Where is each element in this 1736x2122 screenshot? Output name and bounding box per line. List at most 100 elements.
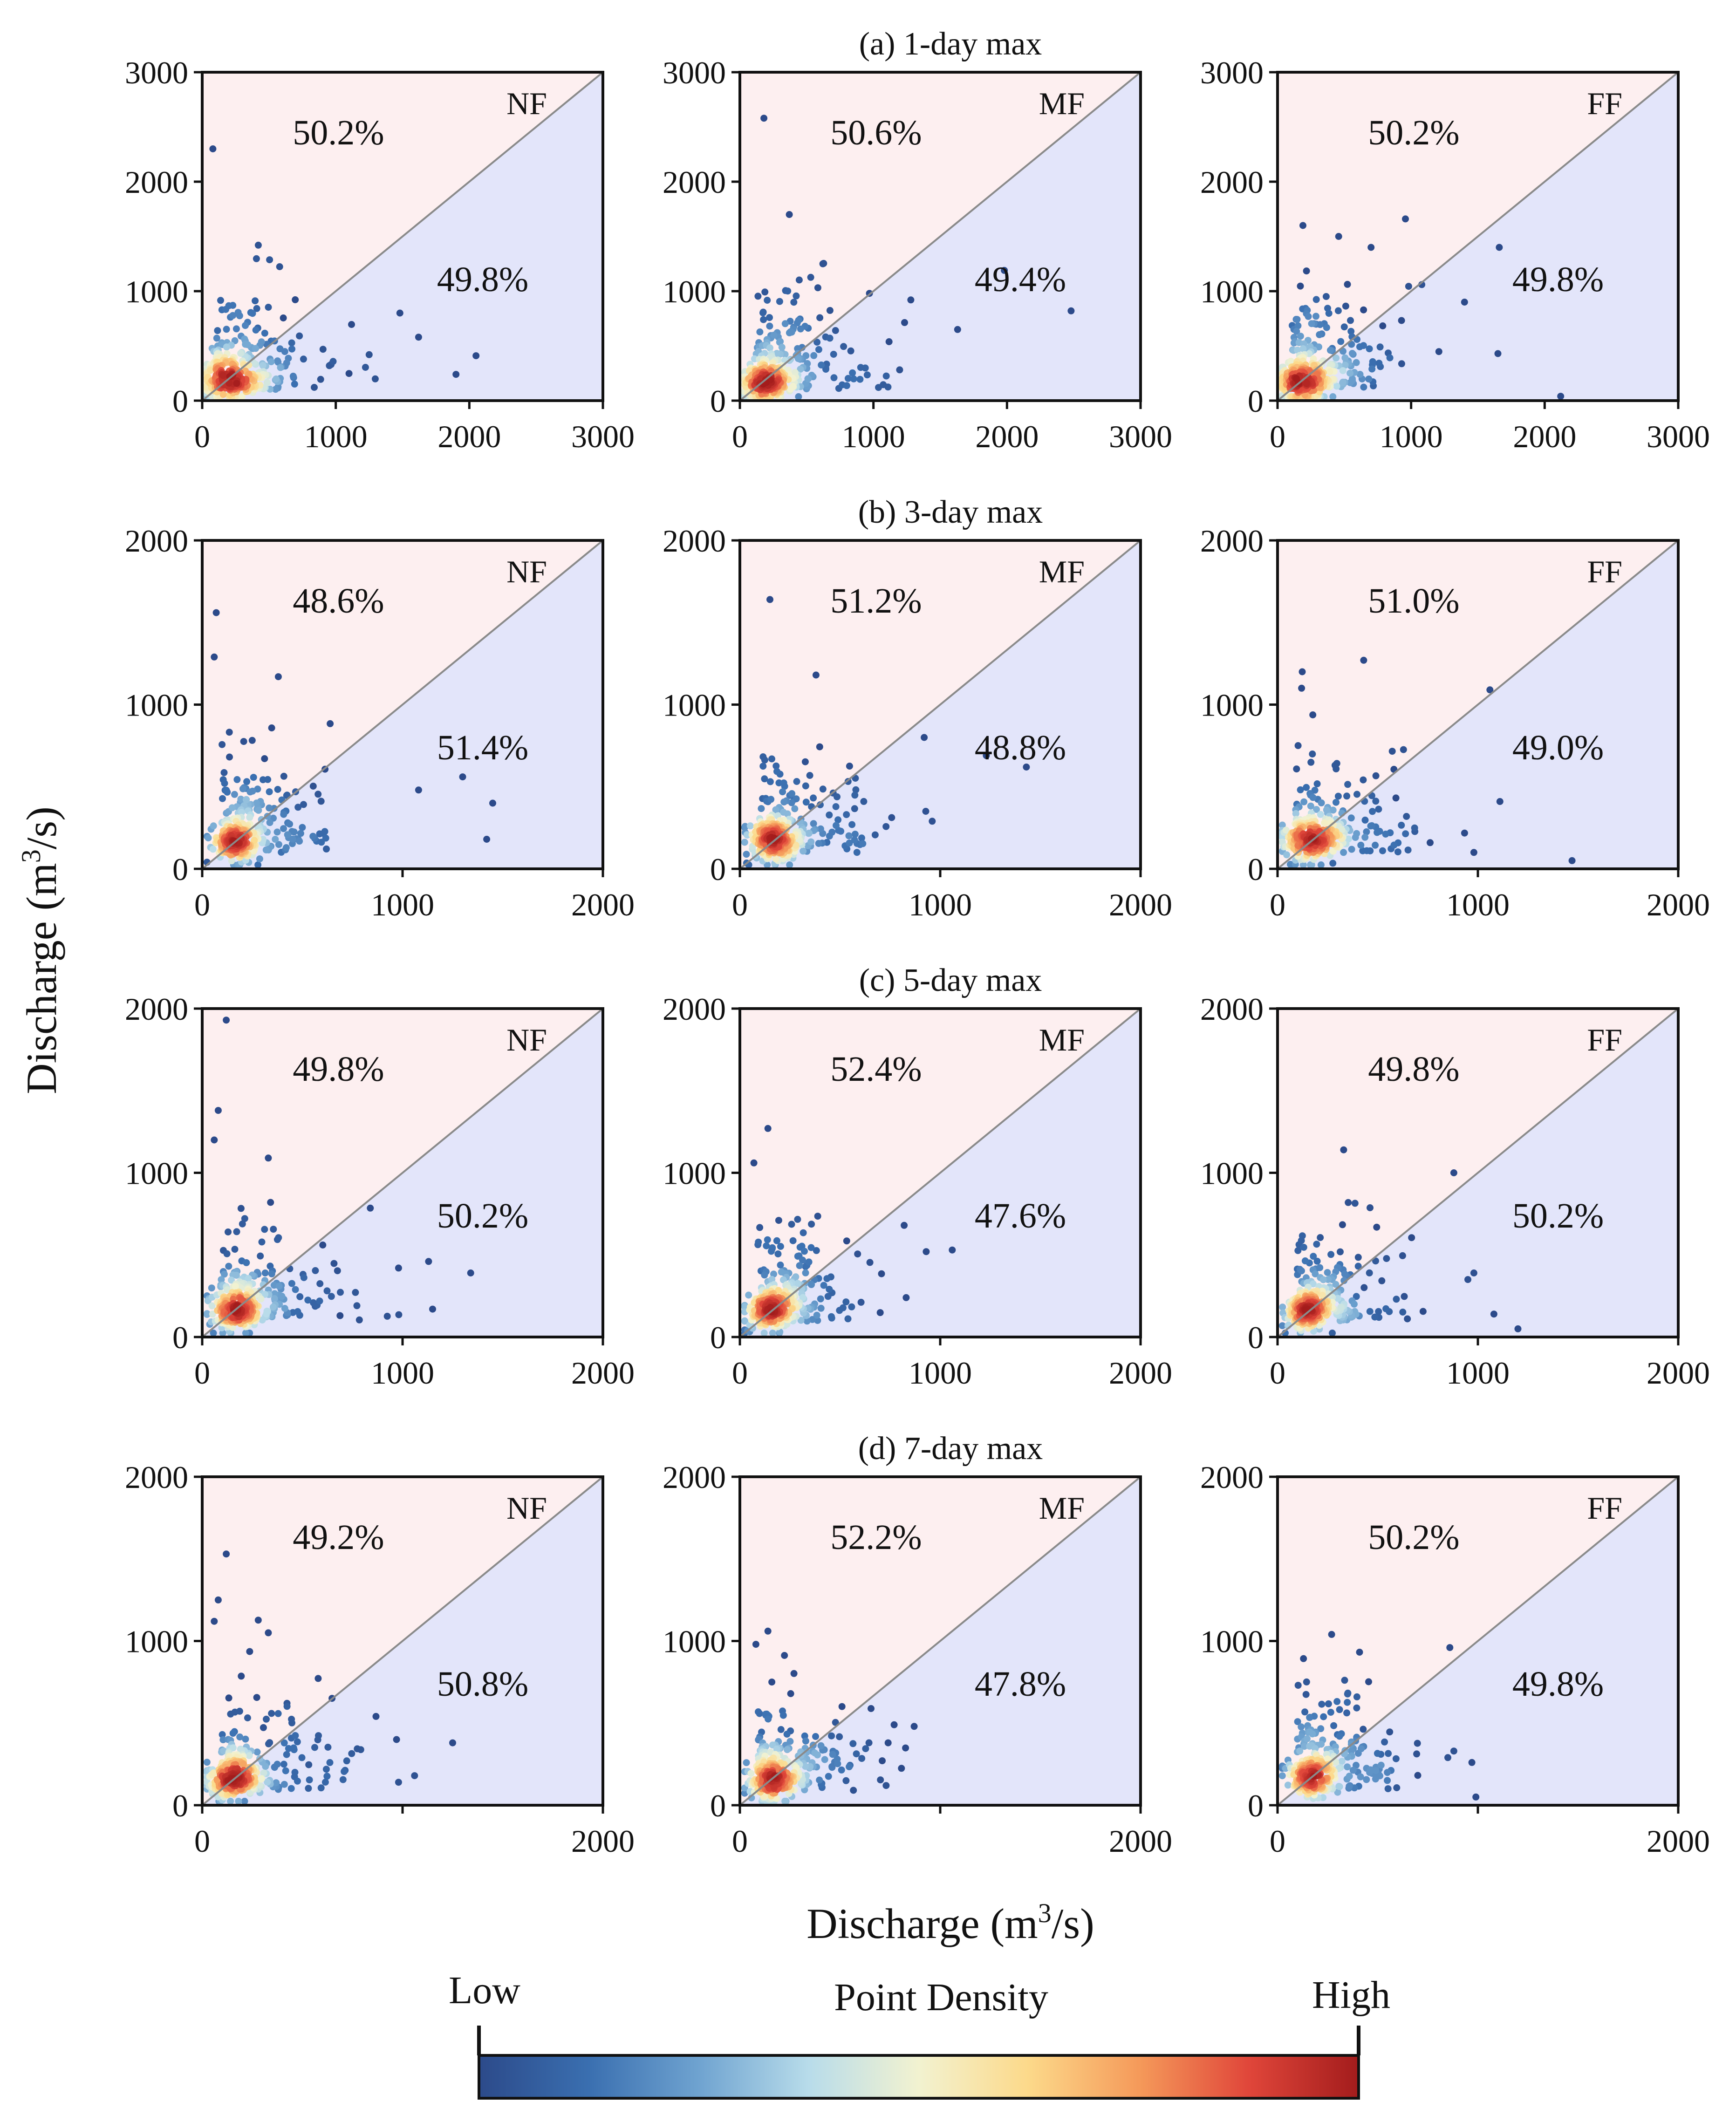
scatter-point — [745, 1291, 752, 1299]
scatter-point — [275, 1283, 283, 1290]
scatter-point — [1325, 1700, 1332, 1707]
scatter-point — [323, 1773, 331, 1780]
scatter-point — [265, 304, 272, 311]
scatter-point — [1353, 1693, 1360, 1700]
scatter-point — [1349, 1767, 1357, 1774]
panel-scenario-label: MF — [1039, 1022, 1085, 1058]
scatter-point — [866, 1259, 874, 1266]
scatter-point — [259, 1317, 266, 1324]
scatter-point — [292, 296, 299, 303]
scatter-point — [329, 358, 337, 365]
scatter-point — [271, 1290, 278, 1297]
scatter-point — [334, 1267, 341, 1275]
scatter-point — [264, 379, 271, 386]
scatter-point — [328, 1293, 335, 1300]
scatter-point — [1336, 1733, 1343, 1740]
y-tick-label: 1000 — [125, 1156, 188, 1191]
scatter-point — [765, 1715, 772, 1723]
scatter-point — [1292, 810, 1299, 817]
panel-scenario-label: MF — [1039, 86, 1085, 121]
scatter-point — [395, 1264, 402, 1272]
scatter-point — [890, 1721, 898, 1728]
scatter-point — [317, 798, 325, 805]
scatter-point — [840, 343, 847, 350]
scatter-point — [843, 811, 850, 819]
scatter-point — [242, 796, 250, 804]
scatter-point — [1303, 267, 1310, 275]
scatter-point — [983, 752, 990, 759]
upper-percentage: 50.2% — [1368, 113, 1459, 152]
one-to-one-line — [201, 1008, 604, 1338]
scatter-point — [770, 1270, 777, 1278]
scatter-point — [1490, 1310, 1497, 1318]
x-tick-label: 0 — [194, 419, 210, 454]
scatter-point — [240, 738, 247, 745]
scatter-point — [283, 1751, 290, 1758]
scatter-point — [1297, 282, 1304, 290]
y-tick-label: 2000 — [1200, 1460, 1264, 1495]
scatter-point — [274, 786, 281, 793]
scatter-point — [779, 809, 787, 816]
scatter-point — [222, 306, 229, 313]
scatter-point — [220, 1270, 228, 1278]
scatter-point — [801, 758, 809, 765]
scatter-point — [1317, 861, 1325, 868]
scatter-point — [1284, 1781, 1292, 1789]
scatter-point — [1413, 1750, 1421, 1758]
y-tick-label: 2000 — [1200, 991, 1264, 1027]
scatter-point — [1379, 847, 1386, 854]
x-tick-label: 2000 — [1647, 1823, 1710, 1859]
scatter-point — [882, 823, 890, 830]
scatter-point — [233, 380, 240, 387]
scatter-point — [759, 763, 767, 770]
scatter-point — [1408, 1234, 1415, 1242]
panel-scenario-label: NF — [506, 86, 547, 121]
lower-percentage: 50.2% — [1512, 1196, 1604, 1235]
scatter-point — [1336, 1706, 1343, 1713]
scatter-panel: 0 1000 2000 0 2000 FF 50.2% 49.8% — [1200, 1460, 1710, 1859]
y-tick-label: 0 — [1248, 1320, 1264, 1355]
scatter-point — [294, 1777, 301, 1785]
scatter-point — [1349, 375, 1356, 382]
scatter-point — [242, 1735, 249, 1743]
scatter-point — [395, 1311, 403, 1318]
scatter-point — [800, 1229, 807, 1236]
scatter-point — [280, 811, 287, 818]
scatter-point — [770, 331, 778, 339]
scatter-point — [826, 334, 834, 342]
panel-scenario-label: MF — [1039, 1490, 1085, 1526]
scatter-point — [1297, 786, 1304, 793]
scatter-point — [747, 1770, 755, 1777]
scatter-point — [1368, 365, 1376, 373]
scatter-point — [755, 1238, 762, 1246]
scatter-point — [239, 1220, 246, 1228]
scatter-point — [842, 1777, 850, 1784]
scatter-point — [226, 373, 233, 380]
scatter-point — [921, 734, 928, 741]
scatter-point — [1300, 1243, 1307, 1251]
scatter-point — [1321, 819, 1328, 826]
scatter-point — [321, 1779, 329, 1786]
scatter-point — [1294, 1247, 1302, 1254]
scatter-point — [299, 824, 306, 831]
scatter-point — [238, 1672, 245, 1680]
scatter-point — [300, 801, 307, 808]
scatter-point — [884, 1739, 892, 1747]
scatter-point — [805, 830, 813, 837]
scatter-point — [309, 783, 317, 790]
y-tick-label: 1000 — [1200, 1624, 1264, 1659]
scatter-point — [830, 374, 838, 382]
scatter-point — [761, 288, 769, 296]
scatter-point — [1312, 296, 1320, 303]
scatter-point — [254, 241, 262, 249]
scatter-point — [297, 830, 304, 837]
scatter-point — [294, 1738, 301, 1746]
scatter-point — [1343, 792, 1351, 800]
scatter-point — [1304, 1735, 1311, 1742]
scatter-point — [832, 1719, 839, 1726]
scatter-point — [846, 839, 853, 847]
scatter-point — [232, 1271, 240, 1279]
scatter-point — [1299, 861, 1307, 868]
scatter-point — [766, 344, 773, 352]
one-to-one-line — [739, 71, 1141, 402]
